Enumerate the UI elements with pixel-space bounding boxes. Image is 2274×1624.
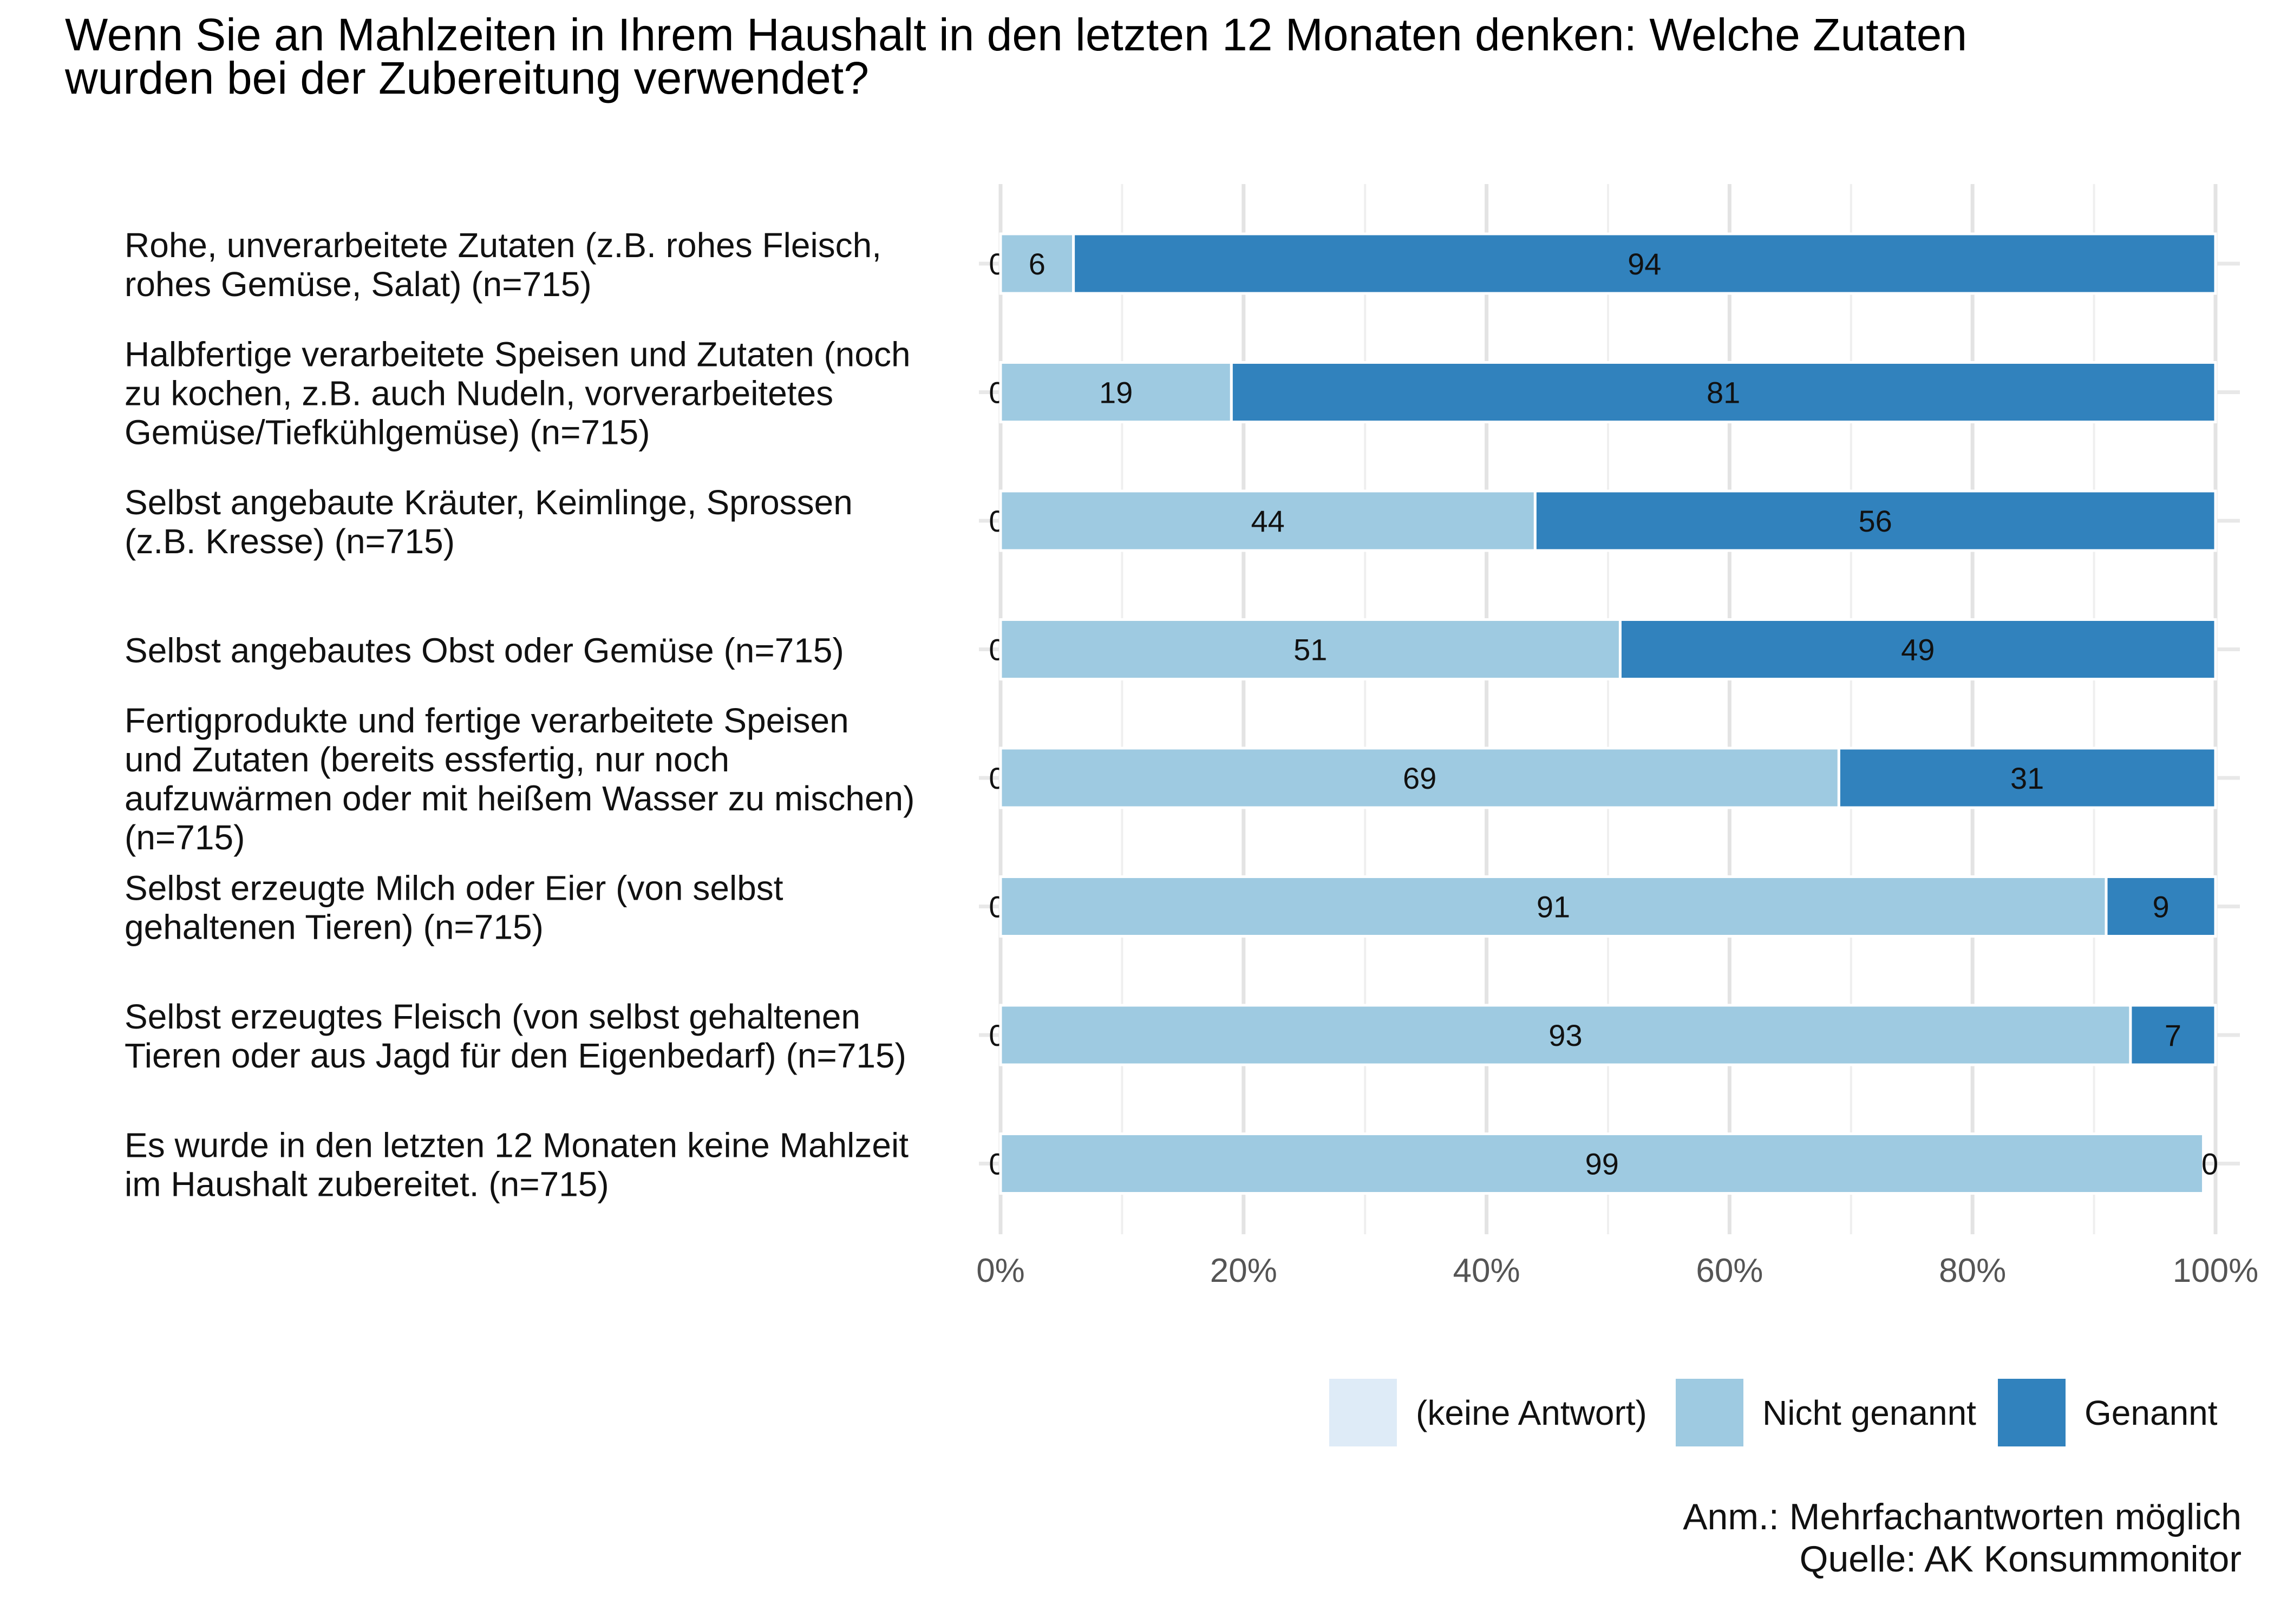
- data-label: 56: [1859, 504, 1892, 538]
- x-axis-ticks: 0% 20% 40% 60% 80% 100%: [976, 1252, 2258, 1289]
- bar-segment: [1072, 232, 2217, 295]
- bar-segment: [1618, 618, 2217, 680]
- bar-segment: [999, 361, 1233, 423]
- data-label: 19: [1099, 376, 1133, 410]
- category-label: (n=715): [125, 818, 245, 857]
- chart-title: Wenn Sie an Mahlzeiten in Ihrem Haushalt…: [64, 9, 1967, 103]
- data-label: 9: [2152, 890, 2169, 924]
- x-tick-label: 80%: [1939, 1252, 2006, 1289]
- category-label: Selbst angebautes Obst oder Gemüse (n=71…: [125, 631, 844, 670]
- bar-segment: [1837, 746, 2217, 809]
- data-label: 69: [1403, 761, 1436, 795]
- data-label: 51: [1293, 633, 1327, 667]
- data-label: 94: [1628, 247, 1661, 281]
- data-label: 44: [1251, 504, 1285, 538]
- bar-segment: [999, 746, 1840, 809]
- category-label: Selbst erzeugtes Fleisch (von selbst geh…: [125, 997, 860, 1036]
- bar-segment: [999, 1132, 2205, 1195]
- category-label: Fertigprodukte und fertige verarbeitete …: [125, 701, 849, 740]
- category-label: Rohe, unverarbeitete Zutaten (z.B. rohes…: [125, 226, 881, 265]
- bar-segment: [2129, 1004, 2217, 1066]
- title-line: wurden bei der Zubereitung verwendet?: [64, 53, 869, 103]
- data-label: 6: [1029, 247, 1045, 281]
- bar-segment: [1533, 489, 2217, 552]
- bar-segment: [999, 875, 2108, 938]
- bar-segment: [999, 489, 1537, 552]
- data-label: 31: [2010, 761, 2044, 795]
- grid: [979, 184, 2240, 1234]
- category-label: im Haushalt zubereitet. (n=715): [125, 1165, 609, 1204]
- data-label: 0: [2201, 1147, 2218, 1181]
- x-tick-label: 60%: [1696, 1252, 1763, 1289]
- x-tick-label: 20%: [1210, 1252, 1277, 1289]
- legend-swatch: [1676, 1379, 1743, 1446]
- legend-swatch: [1998, 1379, 2066, 1446]
- category-label: gehaltenen Tieren) (n=715): [125, 908, 544, 947]
- bar-segment: [999, 618, 1622, 680]
- bar-segment: [2105, 875, 2217, 938]
- title-line: Wenn Sie an Mahlzeiten in Ihrem Haushalt…: [65, 9, 1967, 60]
- data-label: 91: [1537, 890, 1570, 924]
- note-line: Quelle: AK Konsummonitor: [1800, 1538, 2242, 1580]
- bar-segment: [999, 1004, 2132, 1066]
- data-label: 99: [1585, 1147, 1619, 1181]
- category-label: und Zutaten (bereits essfertig, nur noch: [125, 740, 729, 779]
- category-label: zu kochen, z.B. auch Nudeln, vorverarbei…: [125, 374, 833, 413]
- data-label: 7: [2165, 1018, 2181, 1052]
- legend-label: Genannt: [2084, 1393, 2218, 1432]
- data-label: 81: [1707, 376, 1740, 410]
- category-label: Gemüse/Tiefkühlgemüse) (n=715): [125, 413, 650, 452]
- category-label: aufzuwärmen oder mit heißem Wasser zu mi…: [125, 779, 914, 818]
- category-label: Selbst erzeugte Milch oder Eier (von sel…: [125, 869, 783, 908]
- bar-segment: [1230, 361, 2217, 423]
- x-tick-label: 0%: [976, 1252, 1025, 1289]
- note-line: Anm.: Mehrfachantworten möglich: [1683, 1496, 2242, 1537]
- data-label: 49: [1901, 633, 1935, 667]
- legend-label: Nicht genannt: [1762, 1393, 1976, 1432]
- category-label: Selbst angebaute Kräuter, Keimlinge, Spr…: [125, 483, 853, 522]
- category-labels: Rohe, unverarbeitete Zutaten (z.B. rohes…: [125, 226, 914, 1204]
- legend-swatch: [1329, 1379, 1397, 1446]
- data-label: 93: [1548, 1018, 1582, 1052]
- category-label: rohes Gemüse, Salat) (n=715): [125, 265, 592, 304]
- x-tick-label: 40%: [1453, 1252, 1520, 1289]
- category-label: Tieren oder aus Jagd für den Eigenbedarf…: [125, 1036, 906, 1075]
- legend: (keine Antwort) Nicht genannt Genannt: [1329, 1379, 2218, 1446]
- x-tick-label: 100%: [2173, 1252, 2259, 1289]
- bars: 0 6 940 19 810 44 560 51 490 69 310 91 90 93 70 99 0: [989, 232, 2218, 1195]
- legend-label: (keine Antwort): [1416, 1393, 1647, 1432]
- category-label: Es wurde in den letzten 12 Monaten keine…: [125, 1126, 909, 1165]
- category-label: Halbfertige verarbeitete Speisen und Zut…: [125, 335, 911, 374]
- bar-segment: [999, 232, 1075, 295]
- category-label: (z.B. Kresse) (n=715): [125, 522, 455, 561]
